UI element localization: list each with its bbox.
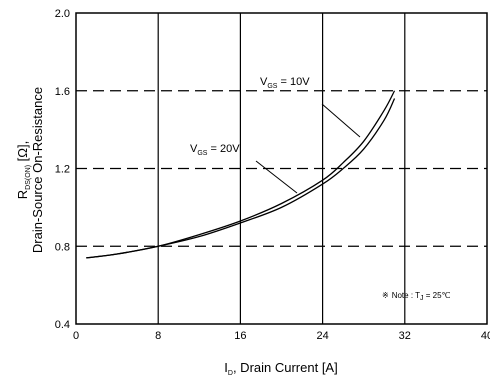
series-line-1 xyxy=(86,98,396,259)
y-tick-label: 2.0 xyxy=(55,8,70,20)
x-tick-label: 8 xyxy=(155,330,161,342)
y-axis-title-line1: RDS(ON) [Ω], xyxy=(15,141,32,199)
y-tick-label: 0.8 xyxy=(55,241,70,253)
plot-frame xyxy=(75,12,488,325)
y-tick-label: 0.4 xyxy=(55,319,70,331)
x-tick-label: 32 xyxy=(399,330,411,342)
series-label-10v: VGS = 10V xyxy=(260,76,310,90)
y-tick-label: 1.6 xyxy=(55,86,70,98)
leader-line-20v xyxy=(255,160,298,194)
tick-labels: 0 8 16 24 32 40 0.4 0.8 1.2 1.6 2.0 xyxy=(55,8,490,342)
x-tick-label: 16 xyxy=(234,330,246,342)
y-tick-label: 1.2 xyxy=(55,164,70,176)
series-group xyxy=(86,90,396,259)
series-label-20v: VGS = 20V xyxy=(190,143,240,157)
x-tick-label: 0 xyxy=(73,330,79,342)
leader-line-10v xyxy=(321,103,361,138)
x-tick-label: 24 xyxy=(316,330,328,342)
x-tick-label: 40 xyxy=(481,330,490,342)
note-annotation: ※ Note : TJ = 25℃ xyxy=(382,291,451,302)
grid xyxy=(76,13,487,324)
y-axis-title-line2: Drain-Source On-Resistance xyxy=(30,87,45,253)
x-axis-title: ID, Drain Current [A] xyxy=(224,360,337,377)
